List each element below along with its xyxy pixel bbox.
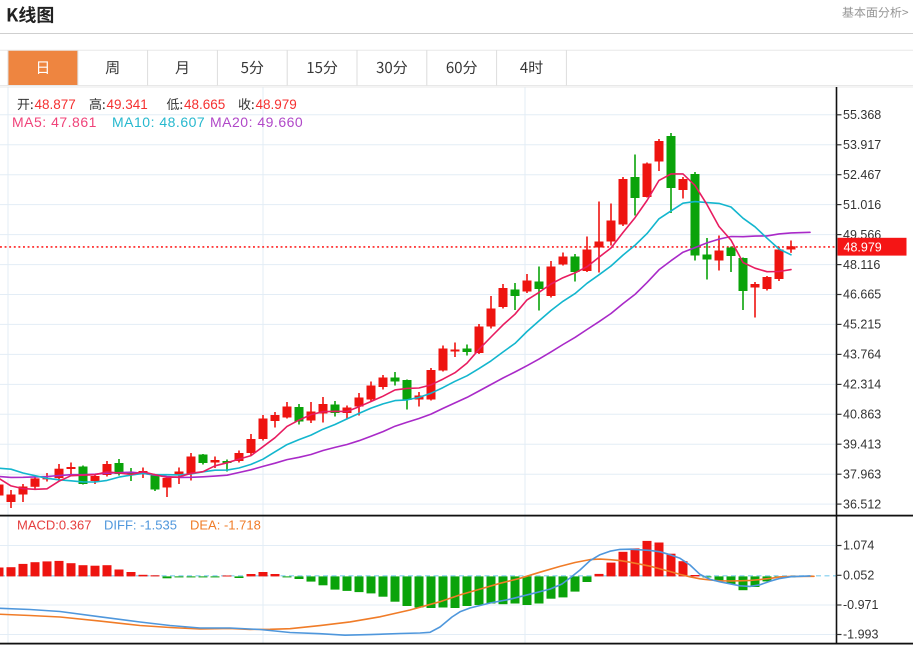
svg-text:43.764: 43.764 xyxy=(843,348,881,362)
svg-text:55.368: 55.368 xyxy=(843,108,881,122)
svg-text:49.341: 49.341 xyxy=(107,97,148,112)
svg-text:52.467: 52.467 xyxy=(843,168,881,182)
svg-text:42.314: 42.314 xyxy=(843,378,881,392)
svg-text:40.863: 40.863 xyxy=(843,408,881,422)
svg-text:37.963: 37.963 xyxy=(843,467,881,481)
svg-text:39.413: 39.413 xyxy=(843,437,881,451)
svg-text:46.665: 46.665 xyxy=(843,288,881,302)
svg-text:-0.971: -0.971 xyxy=(843,598,878,612)
svg-text:DIFF: -1.535: DIFF: -1.535 xyxy=(104,518,177,533)
svg-text:MA5: 47.861: MA5: 47.861 xyxy=(12,114,97,130)
svg-text:MA20: 49.660: MA20: 49.660 xyxy=(210,114,303,130)
svg-text:MA10: 48.607: MA10: 48.607 xyxy=(112,114,205,130)
svg-text:48.979: 48.979 xyxy=(256,97,297,112)
svg-text:0.052: 0.052 xyxy=(843,569,874,583)
svg-text:MACD:0.367: MACD:0.367 xyxy=(17,518,91,533)
svg-text:48.116: 48.116 xyxy=(843,258,880,272)
svg-text:45.215: 45.215 xyxy=(843,318,881,332)
svg-text:48.877: 48.877 xyxy=(35,97,76,112)
svg-text:53.917: 53.917 xyxy=(843,138,881,152)
svg-text:48.979: 48.979 xyxy=(844,241,882,255)
svg-text:1.074: 1.074 xyxy=(843,539,874,553)
svg-text:36.512: 36.512 xyxy=(843,497,881,511)
svg-text:DEA: -1.718: DEA: -1.718 xyxy=(190,518,261,533)
svg-text:-1.993: -1.993 xyxy=(843,628,878,642)
svg-text:51.016: 51.016 xyxy=(843,198,881,212)
svg-text:48.665: 48.665 xyxy=(184,97,225,112)
